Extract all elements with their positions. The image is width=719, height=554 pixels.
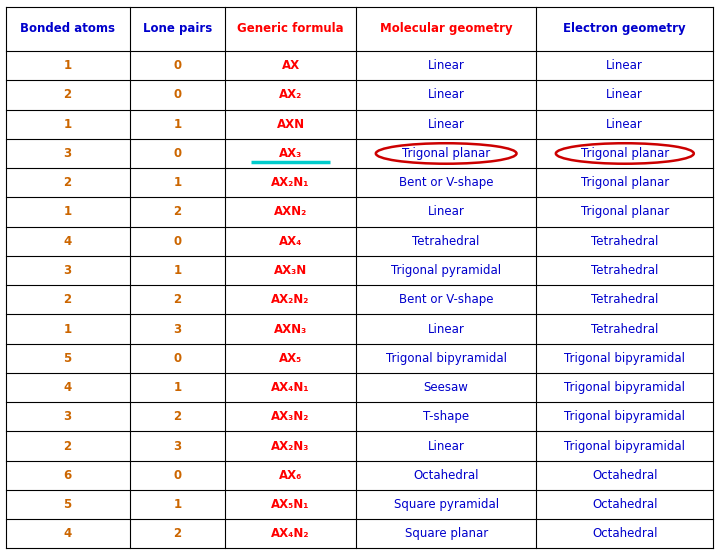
Text: Linear: Linear xyxy=(428,322,464,336)
Text: 4: 4 xyxy=(63,381,72,394)
Text: Square planar: Square planar xyxy=(405,527,487,540)
Text: AX₆: AX₆ xyxy=(279,469,302,482)
Text: AX₃: AX₃ xyxy=(279,147,302,160)
Text: 1: 1 xyxy=(173,498,181,511)
Text: 1: 1 xyxy=(63,322,72,336)
Text: 1: 1 xyxy=(173,264,181,277)
Text: 1: 1 xyxy=(63,117,72,131)
Text: Trigonal bipyramidal: Trigonal bipyramidal xyxy=(564,411,685,423)
Text: Bent or V-shape: Bent or V-shape xyxy=(399,176,493,189)
Text: Linear: Linear xyxy=(428,206,464,218)
Text: AX₅N₁: AX₅N₁ xyxy=(271,498,310,511)
Text: Trigonal planar: Trigonal planar xyxy=(581,206,669,218)
Text: Octahedral: Octahedral xyxy=(592,469,658,482)
Text: Trigonal pyramidal: Trigonal pyramidal xyxy=(391,264,501,277)
Text: Tetrahedral: Tetrahedral xyxy=(413,235,480,248)
Text: 2: 2 xyxy=(173,206,181,218)
Text: Trigonal bipyramidal: Trigonal bipyramidal xyxy=(564,439,685,453)
Text: 1: 1 xyxy=(173,176,181,189)
Text: Trigonal planar: Trigonal planar xyxy=(402,147,490,160)
Text: Linear: Linear xyxy=(428,117,464,131)
Text: 0: 0 xyxy=(173,352,181,365)
Text: Electron geometry: Electron geometry xyxy=(564,22,686,35)
Text: Molecular geometry: Molecular geometry xyxy=(380,22,513,35)
Text: 0: 0 xyxy=(173,147,181,160)
Text: Seesaw: Seesaw xyxy=(423,381,469,394)
Text: Trigonal bipyramidal: Trigonal bipyramidal xyxy=(385,352,507,365)
Text: AXN: AXN xyxy=(277,117,305,131)
Text: T-shape: T-shape xyxy=(423,411,470,423)
Text: AXN₂: AXN₂ xyxy=(274,206,307,218)
Text: 2: 2 xyxy=(173,527,181,540)
Text: AX: AX xyxy=(281,59,300,72)
Text: 3: 3 xyxy=(173,439,181,453)
Text: Linear: Linear xyxy=(428,59,464,72)
Text: AXN₃: AXN₃ xyxy=(274,322,307,336)
Text: AX₂: AX₂ xyxy=(279,89,302,101)
Text: 1: 1 xyxy=(173,117,181,131)
Text: 3: 3 xyxy=(63,411,72,423)
Text: 3: 3 xyxy=(173,322,181,336)
Text: Octahedral: Octahedral xyxy=(592,498,658,511)
Text: AX₂N₁: AX₂N₁ xyxy=(271,176,310,189)
Text: 4: 4 xyxy=(63,527,72,540)
Text: Bonded atoms: Bonded atoms xyxy=(20,22,115,35)
Text: 1: 1 xyxy=(63,206,72,218)
Text: Tetrahedral: Tetrahedral xyxy=(591,264,659,277)
Text: 2: 2 xyxy=(63,439,72,453)
Text: Tetrahedral: Tetrahedral xyxy=(591,293,659,306)
Text: 0: 0 xyxy=(173,59,181,72)
Text: 5: 5 xyxy=(63,352,72,365)
Text: 3: 3 xyxy=(63,264,72,277)
Text: 0: 0 xyxy=(173,469,181,482)
Text: 1: 1 xyxy=(63,59,72,72)
Text: AX₃N: AX₃N xyxy=(274,264,307,277)
Text: 3: 3 xyxy=(63,147,72,160)
Text: 0: 0 xyxy=(173,235,181,248)
Text: Generic formula: Generic formula xyxy=(237,22,344,35)
Text: Linear: Linear xyxy=(606,59,644,72)
Text: Linear: Linear xyxy=(606,89,644,101)
Text: 2: 2 xyxy=(173,293,181,306)
Text: Bent or V-shape: Bent or V-shape xyxy=(399,293,493,306)
Text: Trigonal planar: Trigonal planar xyxy=(581,176,669,189)
Text: AX₂N₃: AX₂N₃ xyxy=(271,439,310,453)
Text: Linear: Linear xyxy=(606,117,644,131)
Text: 2: 2 xyxy=(173,411,181,423)
Text: 0: 0 xyxy=(173,89,181,101)
Text: AX₄N₂: AX₄N₂ xyxy=(271,527,310,540)
Text: Square pyramidal: Square pyramidal xyxy=(393,498,499,511)
Text: 5: 5 xyxy=(63,498,72,511)
Text: Tetrahedral: Tetrahedral xyxy=(591,235,659,248)
Text: 1: 1 xyxy=(173,381,181,394)
Text: AX₄N₁: AX₄N₁ xyxy=(271,381,310,394)
Text: Trigonal planar: Trigonal planar xyxy=(581,147,669,160)
Text: 6: 6 xyxy=(63,469,72,482)
Text: Linear: Linear xyxy=(428,89,464,101)
Text: 2: 2 xyxy=(63,89,72,101)
Text: AX₄: AX₄ xyxy=(279,235,302,248)
Text: Octahedral: Octahedral xyxy=(592,527,658,540)
Text: Octahedral: Octahedral xyxy=(413,469,479,482)
Text: AX₂N₂: AX₂N₂ xyxy=(271,293,310,306)
Text: Linear: Linear xyxy=(428,439,464,453)
Text: AX₃N₂: AX₃N₂ xyxy=(271,411,310,423)
Text: 2: 2 xyxy=(63,176,72,189)
Text: 2: 2 xyxy=(63,293,72,306)
Text: Lone pairs: Lone pairs xyxy=(142,22,212,35)
Text: Tetrahedral: Tetrahedral xyxy=(591,322,659,336)
Text: Trigonal bipyramidal: Trigonal bipyramidal xyxy=(564,352,685,365)
Text: AX₅: AX₅ xyxy=(279,352,302,365)
Text: 4: 4 xyxy=(63,235,72,248)
Text: Trigonal bipyramidal: Trigonal bipyramidal xyxy=(564,381,685,394)
